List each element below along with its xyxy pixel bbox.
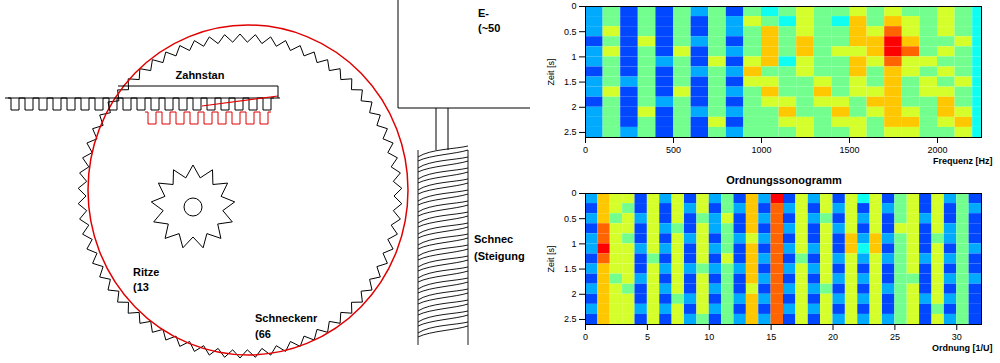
svg-text:(66: (66 (255, 328, 271, 340)
svg-text:(~50: (~50 (478, 22, 500, 34)
svg-text:2: 2 (571, 289, 576, 299)
svg-text:Ritze: Ritze (133, 266, 159, 278)
svg-text:2.5: 2.5 (564, 314, 577, 324)
svg-text:1.5: 1.5 (564, 77, 577, 87)
svg-text:20: 20 (828, 332, 838, 342)
svg-text:Schnec: Schnec (474, 233, 513, 245)
svg-text:30: 30 (952, 332, 962, 342)
svg-text:0.5: 0.5 (564, 214, 577, 224)
svg-text:2: 2 (571, 102, 576, 112)
svg-text:0: 0 (571, 188, 576, 198)
svg-text:500: 500 (666, 145, 681, 155)
svg-text:0.5: 0.5 (564, 27, 577, 37)
svg-text:1500: 1500 (839, 145, 859, 155)
svg-text:1: 1 (571, 52, 576, 62)
svg-text:2000: 2000 (927, 145, 947, 155)
svg-text:Zeit [s]: Zeit [s] (546, 58, 556, 85)
svg-text:10: 10 (704, 332, 714, 342)
svg-text:25: 25 (890, 332, 900, 342)
svg-text:E-: E- (478, 7, 489, 19)
svg-text:0: 0 (583, 145, 588, 155)
svg-text:(Steigung: (Steigung (474, 250, 525, 262)
svg-text:(13: (13 (133, 281, 149, 293)
svg-text:2.5: 2.5 (564, 127, 577, 137)
svg-text:Schneckenr: Schneckenr (255, 312, 318, 324)
svg-text:0: 0 (583, 332, 588, 342)
svg-text:1: 1 (571, 239, 576, 249)
svg-text:Frequenz [Hz]: Frequenz [Hz] (933, 156, 993, 166)
svg-text:1000: 1000 (751, 145, 771, 155)
html-text:Ordnungssonogramm: Ordnungssonogramm (726, 174, 842, 186)
svg-text:1.5: 1.5 (564, 264, 577, 274)
svg-text:15: 15 (766, 332, 776, 342)
svg-text:Zeit [s]: Zeit [s] (546, 245, 556, 272)
svg-text:5: 5 (645, 332, 650, 342)
svg-text:Ordnung [1/U]: Ordnung [1/U] (932, 343, 993, 353)
svg-text:Zahnstan: Zahnstan (176, 69, 225, 81)
svg-text:0: 0 (571, 1, 576, 11)
